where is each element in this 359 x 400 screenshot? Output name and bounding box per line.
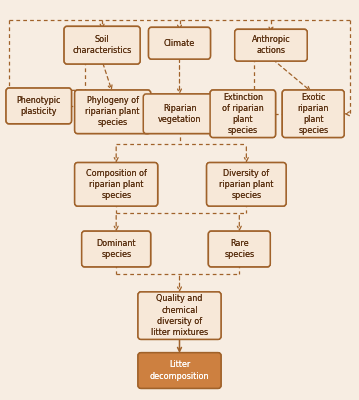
Text: Quality and
chemical
diversity of
litter mixtures: Quality and chemical diversity of litter… [151, 294, 208, 337]
Text: Exotic
riparian
plant
species: Exotic riparian plant species [298, 93, 329, 135]
FancyBboxPatch shape [149, 27, 210, 59]
Text: Extinction
of riparian
plant
species: Extinction of riparian plant species [222, 93, 264, 135]
Text: Phylogeny of
riparian plant
species: Phylogeny of riparian plant species [85, 96, 140, 128]
FancyBboxPatch shape [82, 231, 151, 267]
FancyBboxPatch shape [138, 353, 221, 388]
FancyBboxPatch shape [64, 26, 140, 64]
FancyBboxPatch shape [75, 90, 151, 134]
FancyBboxPatch shape [208, 231, 270, 267]
FancyBboxPatch shape [149, 27, 210, 59]
Text: Dominant
species: Dominant species [97, 239, 136, 259]
FancyBboxPatch shape [75, 90, 151, 134]
Text: Litter
decomposition: Litter decomposition [150, 360, 209, 380]
FancyBboxPatch shape [138, 292, 221, 339]
Text: Soil
characteristics: Soil characteristics [73, 35, 132, 55]
Text: Climate: Climate [164, 39, 195, 48]
FancyBboxPatch shape [75, 162, 158, 206]
Text: Rare
species: Rare species [224, 239, 255, 259]
Text: Litter
decomposition: Litter decomposition [150, 360, 209, 380]
FancyBboxPatch shape [6, 88, 71, 124]
Text: Climate: Climate [164, 39, 195, 48]
Text: Composition of
riparian plant
species: Composition of riparian plant species [86, 169, 146, 200]
FancyBboxPatch shape [208, 231, 270, 267]
Text: Riparian
vegetation: Riparian vegetation [158, 104, 201, 124]
Text: Anthropic
actions: Anthropic actions [252, 35, 290, 55]
Text: Phenotypic
plasticity: Phenotypic plasticity [17, 96, 61, 116]
FancyBboxPatch shape [235, 29, 307, 61]
FancyBboxPatch shape [143, 94, 216, 134]
FancyBboxPatch shape [282, 90, 344, 138]
Text: Rare
species: Rare species [224, 239, 255, 259]
FancyBboxPatch shape [64, 26, 140, 64]
Text: Composition of
riparian plant
species: Composition of riparian plant species [86, 169, 146, 200]
Text: Diversity of
riparian plant
species: Diversity of riparian plant species [219, 169, 274, 200]
FancyBboxPatch shape [82, 231, 151, 267]
FancyBboxPatch shape [6, 88, 71, 124]
Text: Phylogeny of
riparian plant
species: Phylogeny of riparian plant species [85, 96, 140, 128]
FancyBboxPatch shape [235, 29, 307, 61]
FancyBboxPatch shape [206, 162, 286, 206]
Text: Quality and
chemical
diversity of
litter mixtures: Quality and chemical diversity of litter… [151, 294, 208, 337]
Text: Dominant
species: Dominant species [97, 239, 136, 259]
FancyBboxPatch shape [138, 353, 221, 388]
FancyBboxPatch shape [143, 94, 216, 134]
FancyBboxPatch shape [75, 162, 158, 206]
FancyBboxPatch shape [282, 90, 344, 138]
Text: Exotic
riparian
plant
species: Exotic riparian plant species [298, 93, 329, 135]
FancyBboxPatch shape [206, 162, 286, 206]
FancyBboxPatch shape [210, 90, 276, 138]
FancyBboxPatch shape [210, 90, 276, 138]
Text: Phenotypic
plasticity: Phenotypic plasticity [17, 96, 61, 116]
Text: Riparian
vegetation: Riparian vegetation [158, 104, 201, 124]
Text: Extinction
of riparian
plant
species: Extinction of riparian plant species [222, 93, 264, 135]
Text: Diversity of
riparian plant
species: Diversity of riparian plant species [219, 169, 274, 200]
Text: Anthropic
actions: Anthropic actions [252, 35, 290, 55]
Text: Soil
characteristics: Soil characteristics [73, 35, 132, 55]
FancyBboxPatch shape [138, 292, 221, 339]
